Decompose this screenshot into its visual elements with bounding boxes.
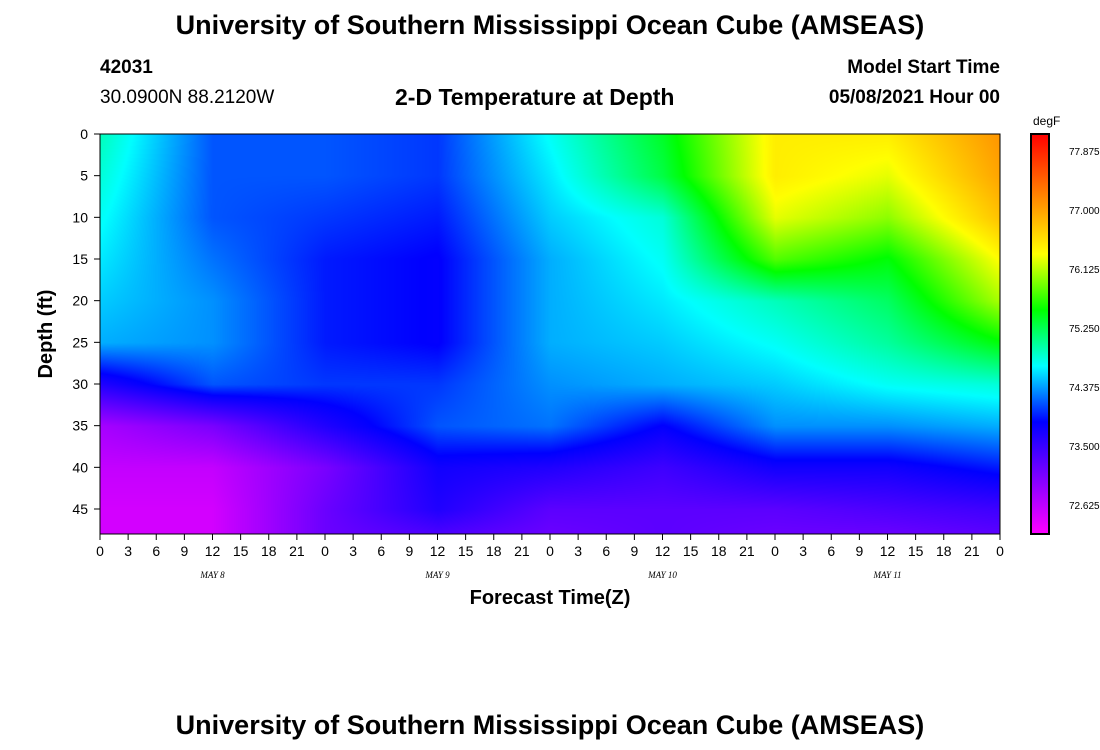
x-tick-label: 0 xyxy=(996,543,1004,559)
model-start-label: Model Start Time xyxy=(847,57,1000,78)
x-tick-label: 9 xyxy=(180,543,188,559)
y-tick-label: 20 xyxy=(72,293,88,309)
model-start-value: 05/08/2021 Hour 00 xyxy=(828,87,1000,108)
colorbar-tick-label: 73.500 xyxy=(1069,442,1100,453)
y-tick-label: 5 xyxy=(80,168,88,184)
x-tick-label: 21 xyxy=(739,543,755,559)
y-axis: 0 5 10 15 20 25 30 35 40 45 xyxy=(72,126,100,517)
x-tick-label: 12 xyxy=(205,543,221,559)
x-tick-label: 3 xyxy=(124,543,132,559)
x-tick-label: 18 xyxy=(486,543,502,559)
colorbar-tick-label: 74.375 xyxy=(1069,383,1100,394)
colorbar-tick-label: 72.625 xyxy=(1069,501,1100,512)
plot-title: 2-D Temperature at Depth xyxy=(395,84,675,110)
y-axis-label: Depth (ft) xyxy=(35,290,57,379)
x-tick-label: 15 xyxy=(908,543,924,559)
heatmap-area xyxy=(100,134,1000,534)
x-tick-label: 12 xyxy=(655,543,671,559)
x-tick-label: 6 xyxy=(152,543,160,559)
x-tick-label: 3 xyxy=(574,543,582,559)
station-id: 42031 xyxy=(100,57,153,78)
date-label: MAY 11 xyxy=(872,570,901,580)
y-tick-label: 25 xyxy=(72,334,88,350)
x-axis: 0 3 6 9 12 15 18 21 0 3 6 9 12 15 18 21 0 3 6 9 12 15 18 21 0 3 6 9… xyxy=(96,534,1004,580)
x-tick-label: 15 xyxy=(458,543,474,559)
y-tick-label: 15 xyxy=(72,251,88,267)
y-tick-label: 0 xyxy=(80,126,88,142)
x-tick-label: 15 xyxy=(233,543,249,559)
x-tick-label: 9 xyxy=(405,543,413,559)
date-label: MAY 10 xyxy=(647,570,677,580)
page-title: University of Southern Mississippi Ocean… xyxy=(175,10,925,40)
y-tick-label: 35 xyxy=(72,418,88,434)
x-axis-label: Forecast Time(Z) xyxy=(470,587,631,609)
station-location: 30.0900N 88.2120W xyxy=(100,87,275,108)
x-tick-label: 15 xyxy=(683,543,699,559)
x-tick-label: 0 xyxy=(321,543,329,559)
y-tick-label: 10 xyxy=(72,209,88,225)
x-tick-label: 6 xyxy=(377,543,385,559)
x-tick-label: 21 xyxy=(514,543,530,559)
x-tick-label: 9 xyxy=(630,543,638,559)
colorbar-tick-label: 77.000 xyxy=(1069,206,1100,217)
x-tick-label: 0 xyxy=(771,543,779,559)
x-tick-label: 0 xyxy=(546,543,554,559)
y-tick-label: 45 xyxy=(72,501,88,517)
x-tick-label: 21 xyxy=(964,543,980,559)
x-tick-label: 9 xyxy=(855,543,863,559)
colorbar-unit: degF xyxy=(1033,114,1060,128)
x-tick-label: 3 xyxy=(349,543,357,559)
x-tick-label: 0 xyxy=(96,543,104,559)
colorbar-tick-label: 75.250 xyxy=(1069,324,1100,335)
date-label: MAY 9 xyxy=(424,570,450,580)
y-tick-label: 40 xyxy=(72,459,88,475)
x-tick-label: 12 xyxy=(430,543,446,559)
x-tick-label: 18 xyxy=(711,543,727,559)
x-tick-label: 6 xyxy=(602,543,610,559)
y-tick-label: 30 xyxy=(72,376,88,392)
x-tick-label: 6 xyxy=(827,543,835,559)
colorbar: 77.875 77.000 76.125 75.250 74.375 73.500 72.6… xyxy=(1030,133,1100,535)
x-tick-label: 18 xyxy=(261,543,277,559)
footer-title: University of Southern Mississippi Ocean… xyxy=(175,710,925,740)
x-tick-label: 18 xyxy=(936,543,952,559)
x-tick-label: 3 xyxy=(799,543,807,559)
x-tick-label: 21 xyxy=(289,543,305,559)
colorbar-tick-label: 76.125 xyxy=(1069,265,1100,276)
x-tick-label: 12 xyxy=(880,543,896,559)
colorbar-tick-label: 77.875 xyxy=(1069,147,1100,158)
date-label: MAY 8 xyxy=(199,570,225,580)
